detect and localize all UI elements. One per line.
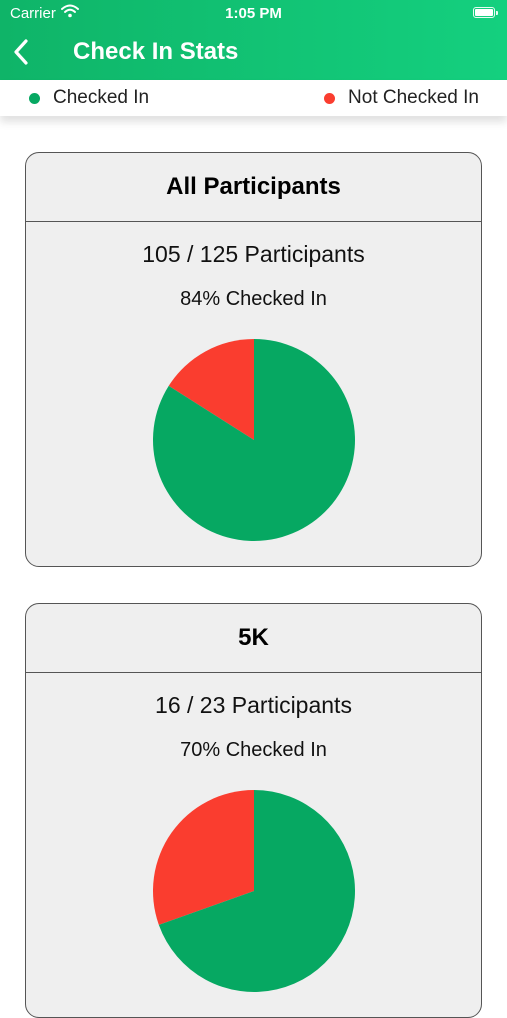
legend-label-not-checked-in: Not Checked In	[348, 87, 479, 108]
pie-slice-checked-in	[152, 339, 355, 541]
legend-dot-checked-in	[29, 92, 40, 104]
participants-count: 16 / 23 Participants	[155, 692, 352, 718]
pie-slice-not-checked-in	[168, 339, 254, 440]
legend-dot-not-checked-in	[324, 92, 336, 104]
legend-label-checked-in: Checked In	[53, 87, 150, 108]
checked-in-percent: 84% Checked In	[180, 288, 327, 310]
card-title: All Participants	[26, 153, 481, 222]
page-title: Check In Stats	[73, 38, 239, 65]
nav-header: Carrier 1:05 PM Check In Stats	[0, 0, 507, 80]
back-button[interactable]	[8, 34, 38, 70]
status-time: 1:05 PM	[225, 5, 282, 22]
chevron-left-icon	[14, 39, 28, 65]
participants-count: 105 / 125 Participants	[142, 241, 365, 267]
stats-card-all-participants: All Participants 105 / 125 Participants …	[25, 152, 482, 567]
legend-checked-in: Checked In	[29, 87, 149, 109]
wifi-icon	[61, 4, 79, 18]
stats-card-5k: 5K 16 / 23 Participants 70% Checked In	[25, 603, 482, 1018]
card-title: 5K	[26, 604, 481, 673]
checked-in-percent: 70% Checked In	[180, 739, 327, 761]
carrier-label: Carrier	[10, 5, 56, 22]
legend-not-checked-in: Not Checked In	[324, 87, 479, 109]
battery-icon	[473, 7, 498, 18]
pie-chart-5k	[153, 790, 355, 992]
pie-slice-not-checked-in	[153, 790, 254, 925]
status-bar: Carrier 1:05 PM	[0, 0, 507, 28]
legend-bar: Checked In Not Checked In	[0, 80, 507, 116]
pie-chart-all-participants	[152, 339, 355, 541]
